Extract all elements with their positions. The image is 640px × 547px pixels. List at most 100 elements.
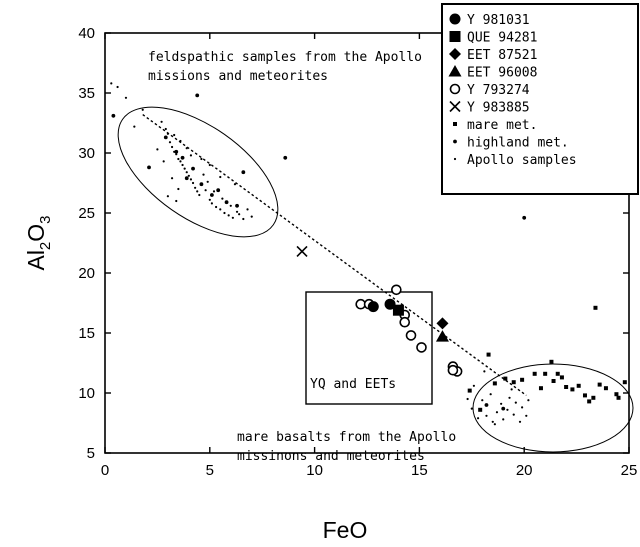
data-point [133,125,136,128]
data-point [478,407,483,412]
data-point [200,157,203,161]
data-point [177,157,180,161]
data-point [163,135,168,140]
data-point [219,175,222,179]
data-point [198,193,201,197]
data-point [202,173,205,176]
data-point [503,376,508,381]
legend-label: EET 87521 [467,48,537,63]
data-point [283,155,288,160]
data-point [521,406,524,409]
data-point [235,210,239,213]
data-point [622,380,627,385]
data-point [384,298,396,310]
x-tick-label: 10 [306,462,323,479]
data-point [597,382,602,387]
data-point [518,420,522,423]
data-point [210,202,213,205]
data-point [196,190,199,193]
data-point [179,160,182,163]
y-axis-title-o: O [23,224,49,242]
data-point [514,401,517,404]
x-axis-title: FeO [323,517,368,543]
data-point [209,193,214,197]
feldspathic-label-line2: missions and meteorites [148,69,328,84]
data-point [208,163,211,167]
data-point [549,359,554,364]
feldspathic-ellipse [117,106,279,238]
data-point [224,200,229,205]
y-tick-label: 25 [78,205,95,222]
data-point [485,414,488,417]
y-tick-label: 40 [78,25,95,42]
legend-marker [449,48,461,60]
legend-box [441,3,639,195]
legend-label: EET 96008 [467,66,537,81]
data-point [489,393,492,396]
data-point [235,203,239,208]
data-point [559,375,564,380]
data-point [175,199,178,203]
data-point [491,420,494,423]
data-point [241,170,246,175]
data-points [110,82,627,426]
data-point [555,371,560,376]
y-axis-title-sub1: 2 [37,242,54,250]
y-axis-title-sub2: 3 [37,215,54,223]
data-point [367,301,379,313]
data-point [416,342,427,353]
data-point [436,317,449,330]
data-point [223,211,226,215]
yq-eet-box [305,291,433,405]
data-point [527,399,530,402]
legend-label: Apollo samples [467,153,577,168]
data-point [250,215,253,218]
data-point [180,155,185,160]
legend-marker [449,13,461,25]
data-point [184,176,189,181]
data-point [576,383,581,388]
legend-marker [448,65,462,77]
data-point [520,377,525,382]
data-point [233,183,237,186]
data-point [111,113,116,118]
data-point [189,178,193,181]
data-point [173,133,176,137]
data-point [399,316,411,328]
data-point [493,423,496,426]
data-point [614,392,619,397]
data-point [481,399,484,402]
data-point [221,197,224,200]
y-tick-label: 35 [78,85,95,102]
data-point [391,284,402,296]
data-point [199,182,204,187]
data-point [170,177,174,180]
data-point [183,167,186,170]
y-axis-title-al: Al [23,250,49,270]
data-point [147,165,151,170]
data-point [483,370,486,373]
data-point [296,245,308,257]
data-point [164,127,167,131]
data-point [162,160,165,163]
data-point [495,411,499,414]
legend-label: Y 983885 [467,101,530,116]
data-point [543,371,548,376]
data-point [219,208,222,211]
legend-marker [449,83,461,95]
data-point [231,216,234,219]
data-point [472,384,475,387]
legend-marker [453,139,457,144]
data-point [227,214,230,217]
data-point [187,174,190,177]
legend: Y 981031 QUE 94281 EET 87521 EET 96008 Y 793… [448,13,577,168]
data-point [191,166,195,171]
mare-label-line1: mare basalts from the Apollo [237,430,456,445]
data-point [512,413,515,416]
x-tick-label: 20 [516,462,533,479]
data-point [392,304,404,316]
plot-frame [104,32,630,454]
legend-label: Y 793274 [467,83,530,98]
